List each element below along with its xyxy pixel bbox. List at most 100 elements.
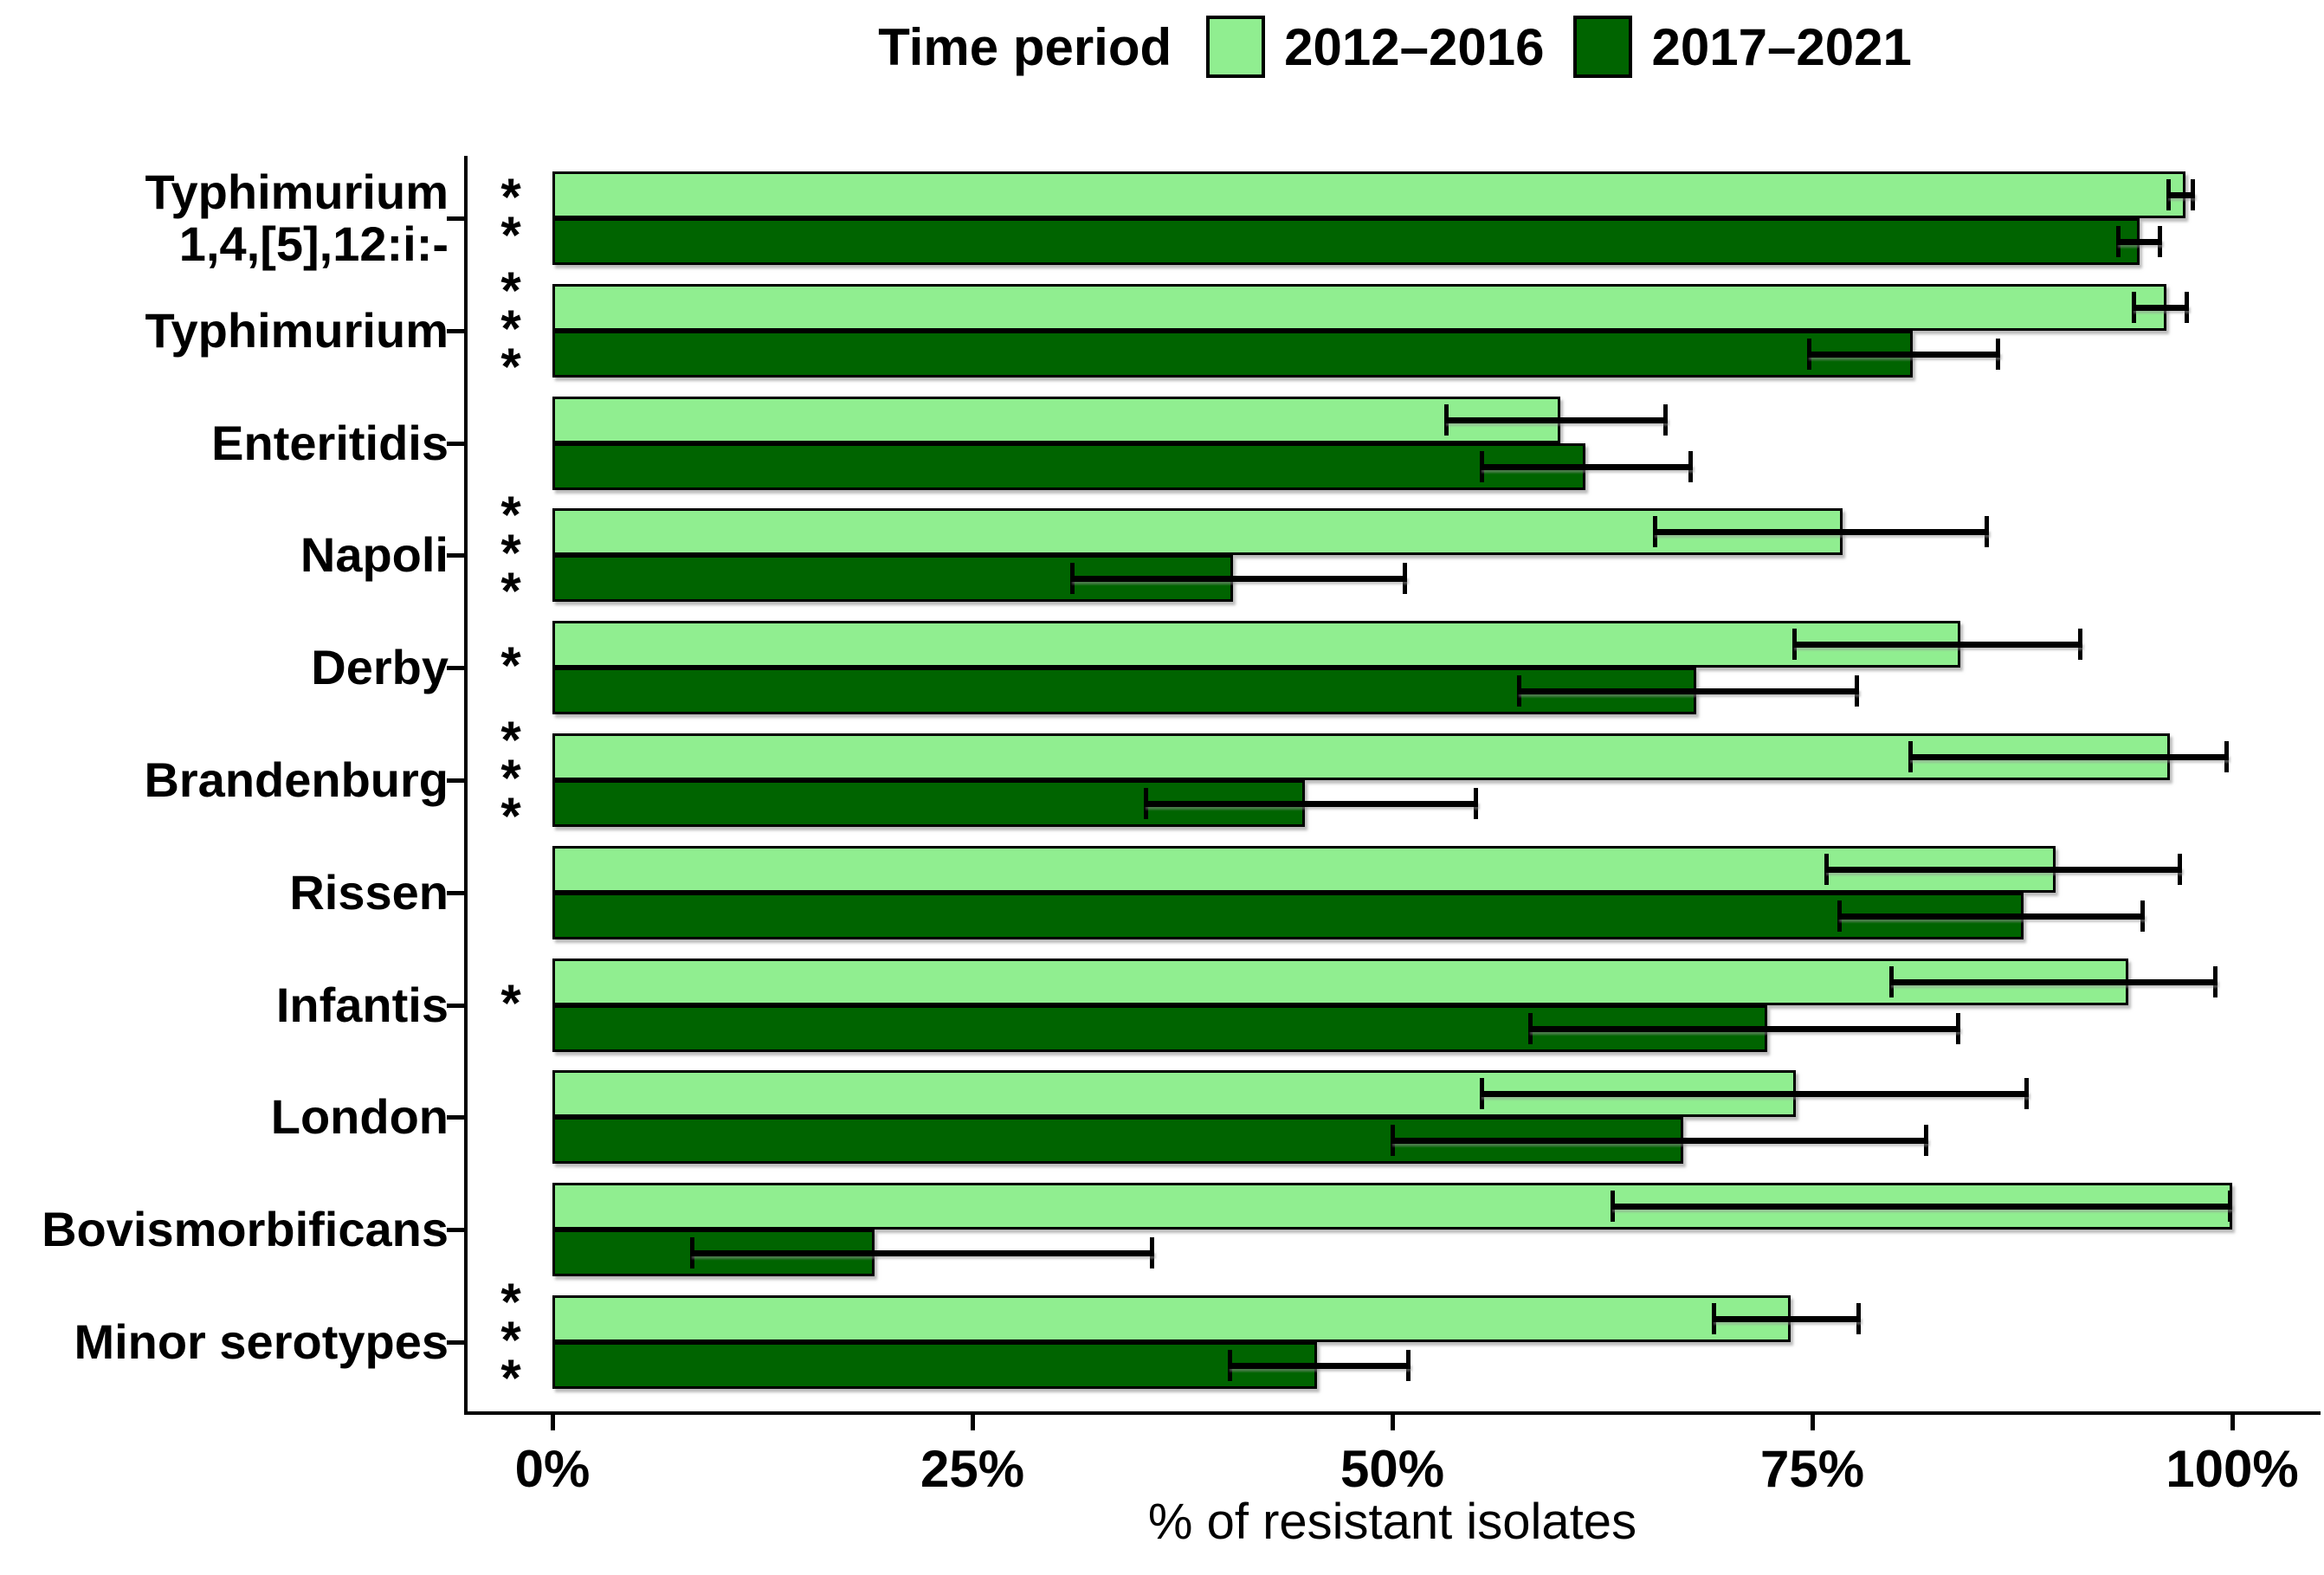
bar <box>552 1295 1791 1342</box>
asterisk: * <box>500 206 521 264</box>
y-tick-mark <box>447 1003 466 1008</box>
asterisk: * <box>500 973 521 1032</box>
bar <box>552 508 1843 556</box>
error-bar <box>1069 563 1408 595</box>
error-bar <box>2116 226 2162 257</box>
error-bar-line <box>1807 351 2001 358</box>
error-bar-line <box>2116 239 2162 245</box>
bar <box>552 283 2167 331</box>
error-bar <box>1391 1125 1928 1157</box>
asterisk: * <box>500 749 521 807</box>
error-bar-line <box>1227 1363 1411 1369</box>
category-label: Napoli <box>300 527 449 583</box>
error-bar-line <box>1711 1316 1862 1322</box>
x-tick-label: 50% <box>1340 1440 1445 1498</box>
category-label: Brandenburg <box>144 752 449 807</box>
bar <box>552 218 2140 265</box>
x-tick-mark <box>1811 1415 1815 1430</box>
error-bar <box>690 1237 1154 1269</box>
error-bar <box>1227 1350 1411 1381</box>
bar <box>552 845 2056 893</box>
error-bar <box>1444 403 1669 436</box>
error-bar-line <box>1908 754 2230 760</box>
category-label: Rissen <box>289 864 449 920</box>
error-bar-line <box>1143 801 1478 807</box>
y-tick-mark <box>447 216 466 221</box>
error-bar <box>1824 853 2182 885</box>
legend-item-2012-2016: 2012–2016 <box>1206 16 1544 78</box>
error-bar <box>1528 1012 1960 1044</box>
x-tick-mark <box>971 1415 975 1430</box>
bar <box>552 171 2185 218</box>
error-bar-line <box>1069 576 1408 583</box>
bar <box>552 958 2128 1005</box>
x-axis-line <box>464 1411 2321 1415</box>
legend-item-2017-2021: 2017–2021 <box>1573 16 1912 78</box>
error-bar <box>1791 629 2083 661</box>
significance-marker: * * * <box>474 711 547 845</box>
bar <box>552 1342 1317 1389</box>
error-bar <box>2166 179 2196 210</box>
y-tick-mark <box>447 666 466 671</box>
significance-marker: * <box>474 640 547 692</box>
error-bar-line <box>690 1250 1154 1257</box>
asterisk: * <box>500 1273 521 1331</box>
x-tick-mark <box>551 1415 555 1430</box>
error-bar-line <box>1479 463 1694 470</box>
bar <box>552 442 1586 490</box>
y-tick-mark <box>447 1340 466 1345</box>
bar <box>552 330 1914 378</box>
asterisk: * <box>500 562 521 621</box>
error-bar <box>1652 516 1989 548</box>
error-bar-line <box>1391 1138 1928 1145</box>
category-label: London <box>270 1089 449 1145</box>
significance-marker: * * * <box>474 261 547 392</box>
error-bar <box>1837 900 2146 932</box>
category-label: Typhimurium <box>145 302 449 358</box>
category-label: Minor serotypes <box>74 1314 449 1369</box>
asterisk: * <box>500 486 521 545</box>
asterisk: * <box>500 787 521 845</box>
x-tick-label: 100% <box>2166 1440 2299 1498</box>
category-label: Derby <box>311 640 449 695</box>
error-bar-line <box>1479 1091 2030 1098</box>
bar <box>552 733 2171 780</box>
error-bar <box>2131 291 2189 323</box>
asterisk: * <box>500 1311 521 1369</box>
y-tick-mark <box>447 778 466 783</box>
significance-marker: * <box>474 973 547 1032</box>
legend-title: Time period <box>878 17 1172 76</box>
significance-marker: * * * <box>474 1273 547 1404</box>
error-bar <box>1479 1078 2030 1110</box>
x-axis-title: % of resistant isolates <box>1147 1494 1637 1550</box>
x-tick-label: 0% <box>514 1440 591 1498</box>
bar <box>552 668 1697 715</box>
y-tick-mark <box>447 441 466 446</box>
asterisk: * <box>500 711 521 769</box>
error-bar-line <box>1516 688 1860 695</box>
y-axis-line <box>464 156 468 1415</box>
error-bar <box>1611 1191 2232 1223</box>
error-bar-line <box>1652 529 1989 536</box>
error-bar <box>1516 675 1860 707</box>
bar <box>552 621 1960 668</box>
legend-swatch-2017-2021-icon <box>1573 16 1633 78</box>
legend: Time period 2012–2016 2017–2021 <box>466 7 2324 87</box>
error-bar-line <box>1444 416 1669 423</box>
x-tick-label: 75% <box>1759 1440 1865 1498</box>
legend-swatch-2012-2016-icon <box>1206 16 1266 78</box>
category-label: Typhimurium 1,4,[5],12:i:- <box>145 165 449 271</box>
asterisk: * <box>500 168 521 226</box>
significance-marker: * * * <box>474 486 547 621</box>
error-bar <box>1479 450 1694 482</box>
y-tick-mark <box>447 1115 466 1120</box>
error-bar-line <box>1889 978 2217 985</box>
y-tick-mark <box>447 890 466 895</box>
error-bar-line <box>1611 1204 2232 1210</box>
bar <box>552 396 1560 443</box>
error-bar-line <box>2166 192 2196 198</box>
error-bar-line <box>1837 913 2146 920</box>
asterisk: * <box>500 261 521 320</box>
